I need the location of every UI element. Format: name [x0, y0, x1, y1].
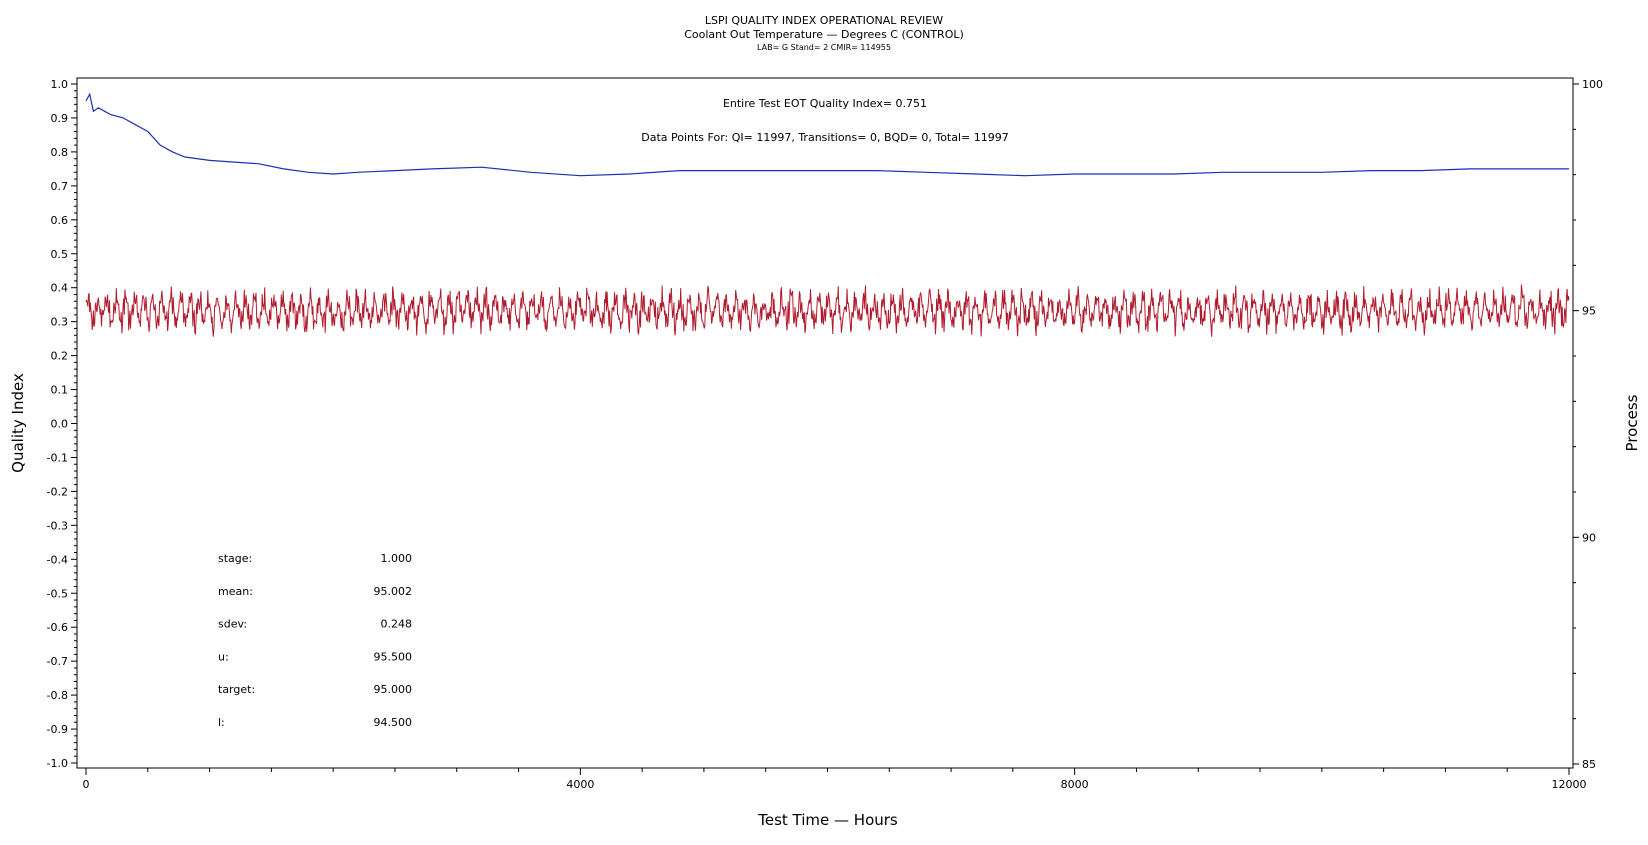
y2-tick-label: 90 — [1582, 531, 1596, 544]
y-tick-label: -0.8 — [47, 689, 68, 702]
y2-axis-label: Process — [1623, 394, 1641, 451]
left-axis: 1.0 0.9 0.8 0.7 0.6 0.5 0.4 0.3 0.2 0.1 0.0 -0.1 -0.… — [47, 78, 77, 770]
y-tick-label: -0.3 — [47, 519, 68, 532]
y-tick-label: 0.1 — [51, 384, 69, 397]
stat-label: mean: — [218, 585, 253, 598]
y-tick-label: -0.2 — [47, 485, 68, 498]
annotation-quality-index: Entire Test EOT Quality Index= 0.751 — [723, 97, 927, 110]
stat-value: 0.248 — [381, 618, 413, 631]
stat-value: 95.000 — [374, 683, 413, 696]
y-tick-label: -1.0 — [47, 757, 68, 770]
stat-value: 95.500 — [374, 650, 413, 663]
y-tick-label: 0.0 — [51, 418, 69, 431]
stat-value: 1.000 — [381, 552, 413, 565]
y-tick-label: -0.1 — [47, 451, 68, 464]
stat-label: target: — [218, 683, 255, 696]
annotation-data-points: Data Points For: QI= 11997, Transitions=… — [641, 131, 1009, 144]
y2-tick-label: 95 — [1582, 305, 1596, 318]
y-tick-label: 1.0 — [51, 78, 69, 91]
right-axis: 85 90 95 100 — [1573, 78, 1603, 771]
y-tick-label: 0.5 — [51, 248, 69, 261]
stat-label: sdev: — [218, 618, 247, 631]
y-tick-label: -0.7 — [47, 655, 68, 668]
y-tick-label: 0.6 — [51, 214, 69, 227]
y-tick-label: -0.4 — [47, 553, 68, 566]
y-tick-label: 0.9 — [51, 112, 69, 125]
stat-label: l: — [218, 716, 225, 729]
x-tick-label: 8000 — [1061, 778, 1089, 791]
y2-tick-label: 85 — [1582, 758, 1596, 771]
x-axis-label: Test Time — Hours — [757, 811, 898, 829]
quality-index-series-line — [85, 92, 1569, 177]
y-tick-label: 0.8 — [51, 146, 69, 159]
x-tick-label: 4000 — [566, 778, 594, 791]
chart-title: LSPI QUALITY INDEX OPERATIONAL REVIEW — [704, 14, 944, 27]
stat-label: u: — [218, 650, 229, 663]
y-tick-label: -0.6 — [47, 621, 68, 634]
plot-frame — [76, 77, 1574, 769]
stat-value: 94.500 — [374, 716, 413, 729]
chart-subtitle: Coolant Out Temperature — Degrees C (CON… — [684, 28, 964, 41]
bottom-axis: 0 4000 8000 12000 — [83, 768, 1587, 791]
stats-block: stage: 1.000 mean: 95.002 sdev: 0.248 u: 95.500… — [218, 552, 412, 729]
stat-value: 95.002 — [374, 585, 413, 598]
stat-label: stage: — [218, 552, 252, 565]
y-tick-label: 0.7 — [51, 180, 69, 193]
y-tick-label: 0.4 — [51, 282, 69, 295]
y-tick-label: -0.5 — [47, 587, 68, 600]
chart-subsubtitle: LAB= G Stand= 2 CMIR= 114955 — [757, 43, 891, 52]
y2-tick-label: 100 — [1582, 78, 1603, 91]
process-series-line — [85, 284, 1570, 337]
x-tick-label: 12000 — [1552, 778, 1587, 791]
y-tick-label: 0.3 — [51, 316, 69, 329]
y-axis-label: Quality Index — [9, 373, 27, 473]
y-tick-label: -0.9 — [47, 723, 68, 736]
series-layer — [85, 92, 1570, 337]
y-tick-label: 0.2 — [51, 350, 69, 363]
x-tick-label: 0 — [83, 778, 90, 791]
